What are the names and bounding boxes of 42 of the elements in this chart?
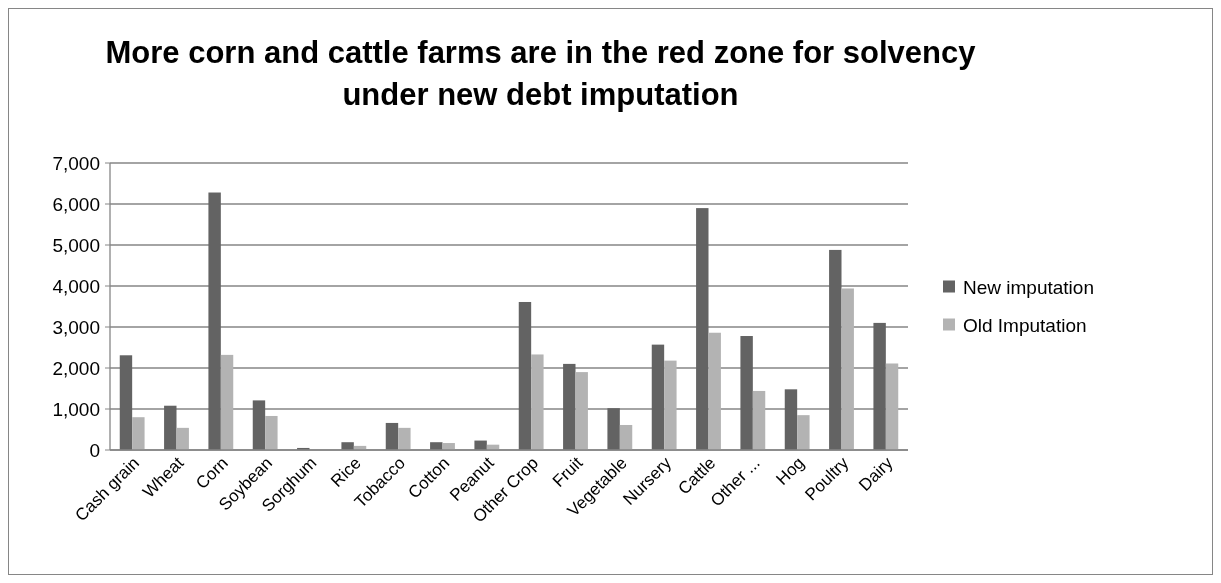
bar (664, 360, 677, 450)
bar (575, 372, 588, 450)
y-tick-label: 1,000 (52, 399, 100, 420)
y-tick-label: 2,000 (52, 358, 100, 379)
x-tick-label: Hog (772, 453, 808, 489)
bar (885, 363, 899, 450)
bar (176, 427, 189, 450)
bar (518, 301, 532, 450)
bar (220, 354, 234, 450)
bar (265, 415, 278, 450)
chart-title: More corn and cattle farms are in the red zone for solvency under new debt imputation (105, 35, 977, 112)
bar (784, 389, 798, 450)
legend-label: Old Imputation (963, 314, 1087, 336)
bar (252, 400, 266, 450)
bar (651, 344, 665, 450)
y-tick-label: 5,000 (52, 235, 100, 256)
bar (752, 390, 766, 450)
bar (132, 417, 145, 450)
bar (873, 322, 886, 450)
y-tick-label: 0 (89, 440, 100, 461)
y-tick-label: 7,000 (52, 153, 100, 174)
y-tick-label: 6,000 (52, 194, 100, 215)
bar (164, 405, 177, 450)
y-tick-label: 3,000 (52, 317, 100, 338)
bar (841, 288, 854, 450)
legend-label: New imputation (963, 276, 1094, 298)
bar (696, 208, 709, 450)
bar (607, 408, 620, 450)
bar (619, 424, 633, 450)
bar (563, 363, 576, 450)
bar (740, 336, 753, 450)
bar (708, 332, 721, 450)
bar (208, 192, 221, 450)
bar (119, 355, 133, 450)
bar (797, 415, 810, 450)
bar (430, 442, 443, 450)
bar (829, 249, 842, 450)
bar (341, 442, 354, 450)
bar (398, 427, 411, 450)
bar (531, 354, 544, 450)
bar (385, 422, 399, 450)
y-tick-label: 4,000 (52, 276, 100, 297)
